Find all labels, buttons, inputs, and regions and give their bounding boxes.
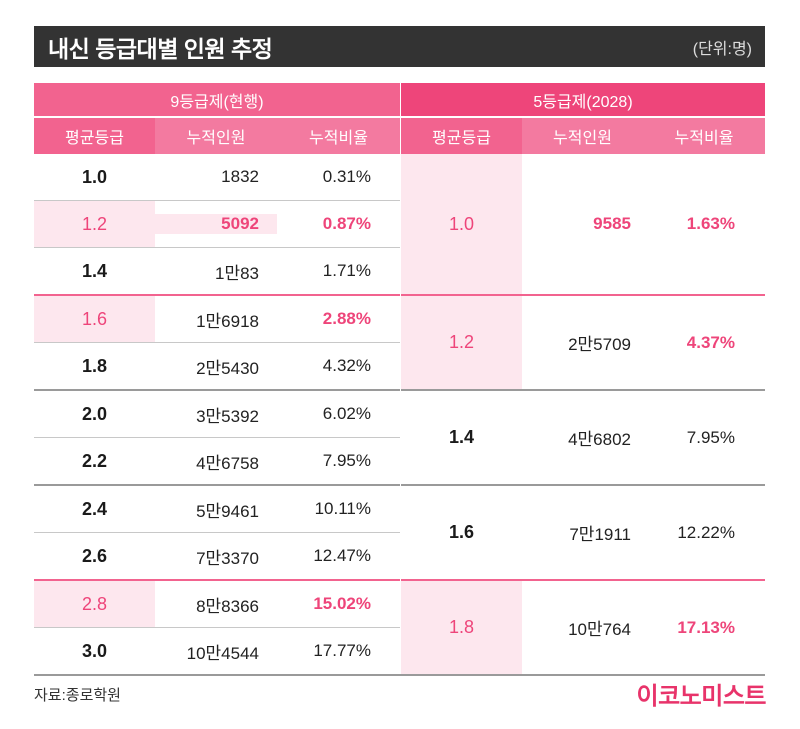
cum-count-cell: 4만6758 [196, 453, 259, 473]
title-bar: 내신 등급대별 인원 추정 (단위:명) [34, 26, 765, 67]
avg-grade-cell: 2.0 [81, 403, 108, 424]
cum-count-cell: 1832 [221, 167, 259, 186]
table-row-highlighted: 1.6 1만6918 2.88% [34, 296, 400, 342]
table-body: 1.0 1832 0.31% 1.2 5092 0.87% 1.4 1만83 1… [34, 154, 765, 676]
page-title: 내신 등급대별 인원 추정 [48, 35, 273, 62]
avg-grade-cell: 2.6 [81, 545, 108, 566]
cum-ratio-cell: 1.71% [322, 261, 371, 280]
col-header-cum-ratio-left: 누적비율 [277, 118, 400, 154]
table-row: 2.6 7만3370 12.47% [34, 533, 400, 579]
col-header-cum-count-left: 누적인원 [155, 118, 277, 154]
table-row: 1.6 7만1911 12.22% [401, 486, 765, 579]
cum-count-cell: 3만5392 [196, 406, 259, 426]
row-divider [34, 200, 400, 201]
group-divider [34, 484, 765, 486]
column-header-row: 평균등급 누적인원 누적비율 평균등급 누적인원 누적비율 [34, 118, 765, 154]
col-header-cum-count-right: 누적인원 [522, 118, 643, 154]
row-divider [34, 247, 400, 248]
group-header-five-grade: 5등급제(2028) [401, 83, 765, 116]
grade-table: 9등급제(현행) 5등급제(2028) 평균등급 누적인원 누적비율 평균등급 … [34, 83, 765, 676]
cum-ratio-cell: 2.88% [322, 309, 371, 328]
unit-label: (단위:명) [692, 40, 752, 58]
cum-ratio-cell: 17.77% [313, 641, 371, 660]
group-divider [34, 294, 765, 296]
cum-count-cell: 10만764 [568, 620, 631, 639]
table-row-highlighted: 2.8 8만8366 15.02% [34, 581, 400, 627]
table-row: 2.2 4만6758 7.95% [34, 438, 400, 484]
avg-grade-cell: 1.0 [81, 166, 108, 187]
table-row: 1.0 1832 0.31% [34, 154, 400, 200]
avg-grade-cell: 3.0 [81, 640, 108, 661]
table-row: 2.4 5만9461 10.11% [34, 486, 400, 532]
avg-grade-cell: 1.0 [401, 154, 522, 294]
avg-grade-cell: 2.2 [81, 450, 108, 471]
avg-grade-cell: 1.6 [34, 296, 155, 342]
publisher-logo: 이코노미스트 [636, 683, 767, 710]
avg-grade-cell: 1.6 [448, 522, 475, 542]
cum-count-cell: 9585 [593, 214, 631, 233]
col-header-avg-grade-left: 평균등급 [34, 118, 155, 154]
cum-count-cell: 7만1911 [569, 525, 631, 544]
col-header-avg-grade-right: 평균등급 [401, 118, 522, 154]
cum-count-cell: 5만9461 [196, 501, 259, 521]
avg-grade-cell: 1.8 [81, 355, 108, 376]
section-divider [400, 154, 401, 674]
avg-grade-cell: 1.2 [34, 201, 155, 247]
cum-count-cell: 5092 [155, 214, 277, 234]
row-divider [34, 437, 400, 438]
col-header-cum-ratio-right: 누적비율 [643, 118, 765, 154]
cum-count-cell: 4만6802 [568, 430, 631, 449]
cum-ratio-cell: 7.95% [322, 451, 371, 470]
cum-count-cell: 1만6918 [196, 311, 259, 331]
group-header-nine-grade: 9등급제(현행) [34, 83, 400, 116]
cum-count-cell: 1만83 [214, 263, 259, 283]
cum-count-cell: 2만5709 [568, 335, 631, 354]
avg-grade-cell: 2.8 [34, 581, 155, 627]
cum-count-cell: 10만4544 [186, 643, 259, 663]
table-row: 1.4 4만6802 7.95% [401, 391, 765, 484]
row-divider [34, 342, 400, 343]
cum-ratio-cell: 12.47% [313, 546, 371, 565]
avg-grade-cell: 1.4 [448, 427, 475, 447]
row-divider [34, 627, 400, 628]
avg-grade-cell: 1.8 [401, 581, 522, 674]
cum-ratio-cell: 12.22% [677, 522, 735, 542]
source-note: 자료:종로학원 [34, 687, 121, 704]
avg-grade-cell: 1.2 [401, 296, 522, 389]
cum-ratio-cell: 6.02% [322, 404, 371, 423]
cum-ratio-cell: 4.37% [686, 332, 735, 352]
table-row-highlighted: 1.8 10만764 17.13% [401, 581, 765, 674]
cum-ratio-cell: 10.11% [314, 499, 371, 518]
cum-count-cell: 2만5430 [196, 358, 259, 378]
cum-ratio-cell: 0.87% [322, 214, 371, 233]
avg-grade-cell: 1.4 [81, 260, 108, 281]
group-header-row: 9등급제(현행) 5등급제(2028) [34, 83, 765, 116]
table-bottom-line [34, 674, 765, 676]
cum-ratio-cell: 7.95% [686, 427, 735, 447]
header-divider [400, 118, 401, 154]
table-row-highlighted: 1.2 2만5709 4.37% [401, 296, 765, 389]
header-divider [400, 83, 401, 116]
cum-ratio-cell: 15.02% [313, 594, 371, 613]
group-divider [34, 579, 765, 581]
table-row: 1.4 1만83 1.71% [34, 248, 400, 294]
cum-ratio-cell: 1.63% [686, 214, 735, 233]
cum-count-cell: 7만3370 [196, 548, 259, 568]
table-row-highlighted: 1.0 9585 1.63% [401, 154, 765, 294]
cum-ratio-cell: 0.31% [322, 167, 371, 186]
table-row-highlighted: 1.2 5092 0.87% [34, 201, 400, 247]
table-row: 1.8 2만5430 4.32% [34, 343, 400, 389]
avg-grade-cell: 2.4 [81, 498, 108, 519]
cum-count-cell: 8만8366 [196, 596, 259, 616]
cum-ratio-cell: 17.13% [677, 617, 735, 637]
row-divider [34, 532, 400, 533]
cum-ratio-cell: 4.32% [322, 356, 371, 375]
group-divider [34, 389, 765, 391]
table-row: 2.0 3만5392 6.02% [34, 391, 400, 437]
table-row: 3.0 10만4544 17.77% [34, 628, 400, 674]
